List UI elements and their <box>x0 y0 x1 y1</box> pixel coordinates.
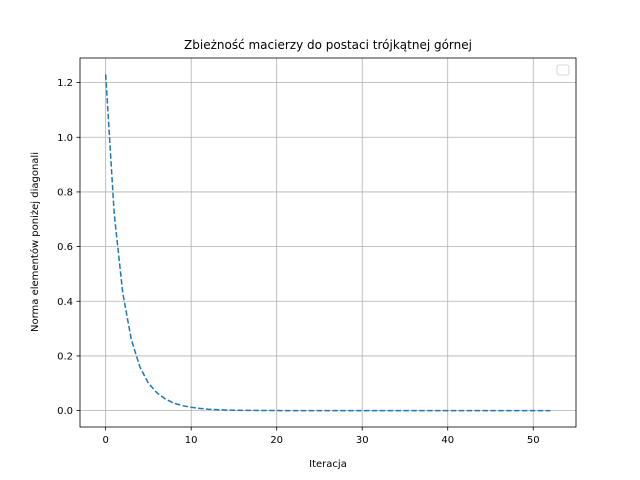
y-tick-label: 0.0 <box>57 406 73 417</box>
x-axis-label: Iteracja <box>309 459 347 470</box>
x-tick-label: 30 <box>356 435 369 446</box>
x-tick-label: 50 <box>527 435 540 446</box>
axes-frame <box>79 57 577 428</box>
y-tick-label: 0.8 <box>57 187 73 198</box>
y-tick-label: 0.4 <box>57 297 73 308</box>
y-tick-label: 1.0 <box>57 133 73 144</box>
grid <box>80 58 576 427</box>
y-tick-label: 1.2 <box>57 78 73 89</box>
x-tick-label: 0 <box>102 435 108 446</box>
x-tick-label: 40 <box>441 435 454 446</box>
legend-box <box>556 64 570 76</box>
chart-title: Zbieżność macierzy do postaci trójkątnej… <box>184 38 472 52</box>
ticks: 0 10 20 30 40 50 0.0 0.2 0.4 0.6 0.8 1.0 1.2 <box>57 78 540 446</box>
x-tick-label: 10 <box>185 435 198 446</box>
legend <box>556 64 570 76</box>
y-tick-label: 0.2 <box>57 351 73 362</box>
y-axis-label: Norma elementów poniżej diagonali <box>29 152 41 332</box>
series-layer <box>104 74 551 412</box>
x-tick-label: 20 <box>270 435 283 446</box>
y-tick-label: 0.6 <box>57 242 73 253</box>
series-line <box>104 74 551 412</box>
